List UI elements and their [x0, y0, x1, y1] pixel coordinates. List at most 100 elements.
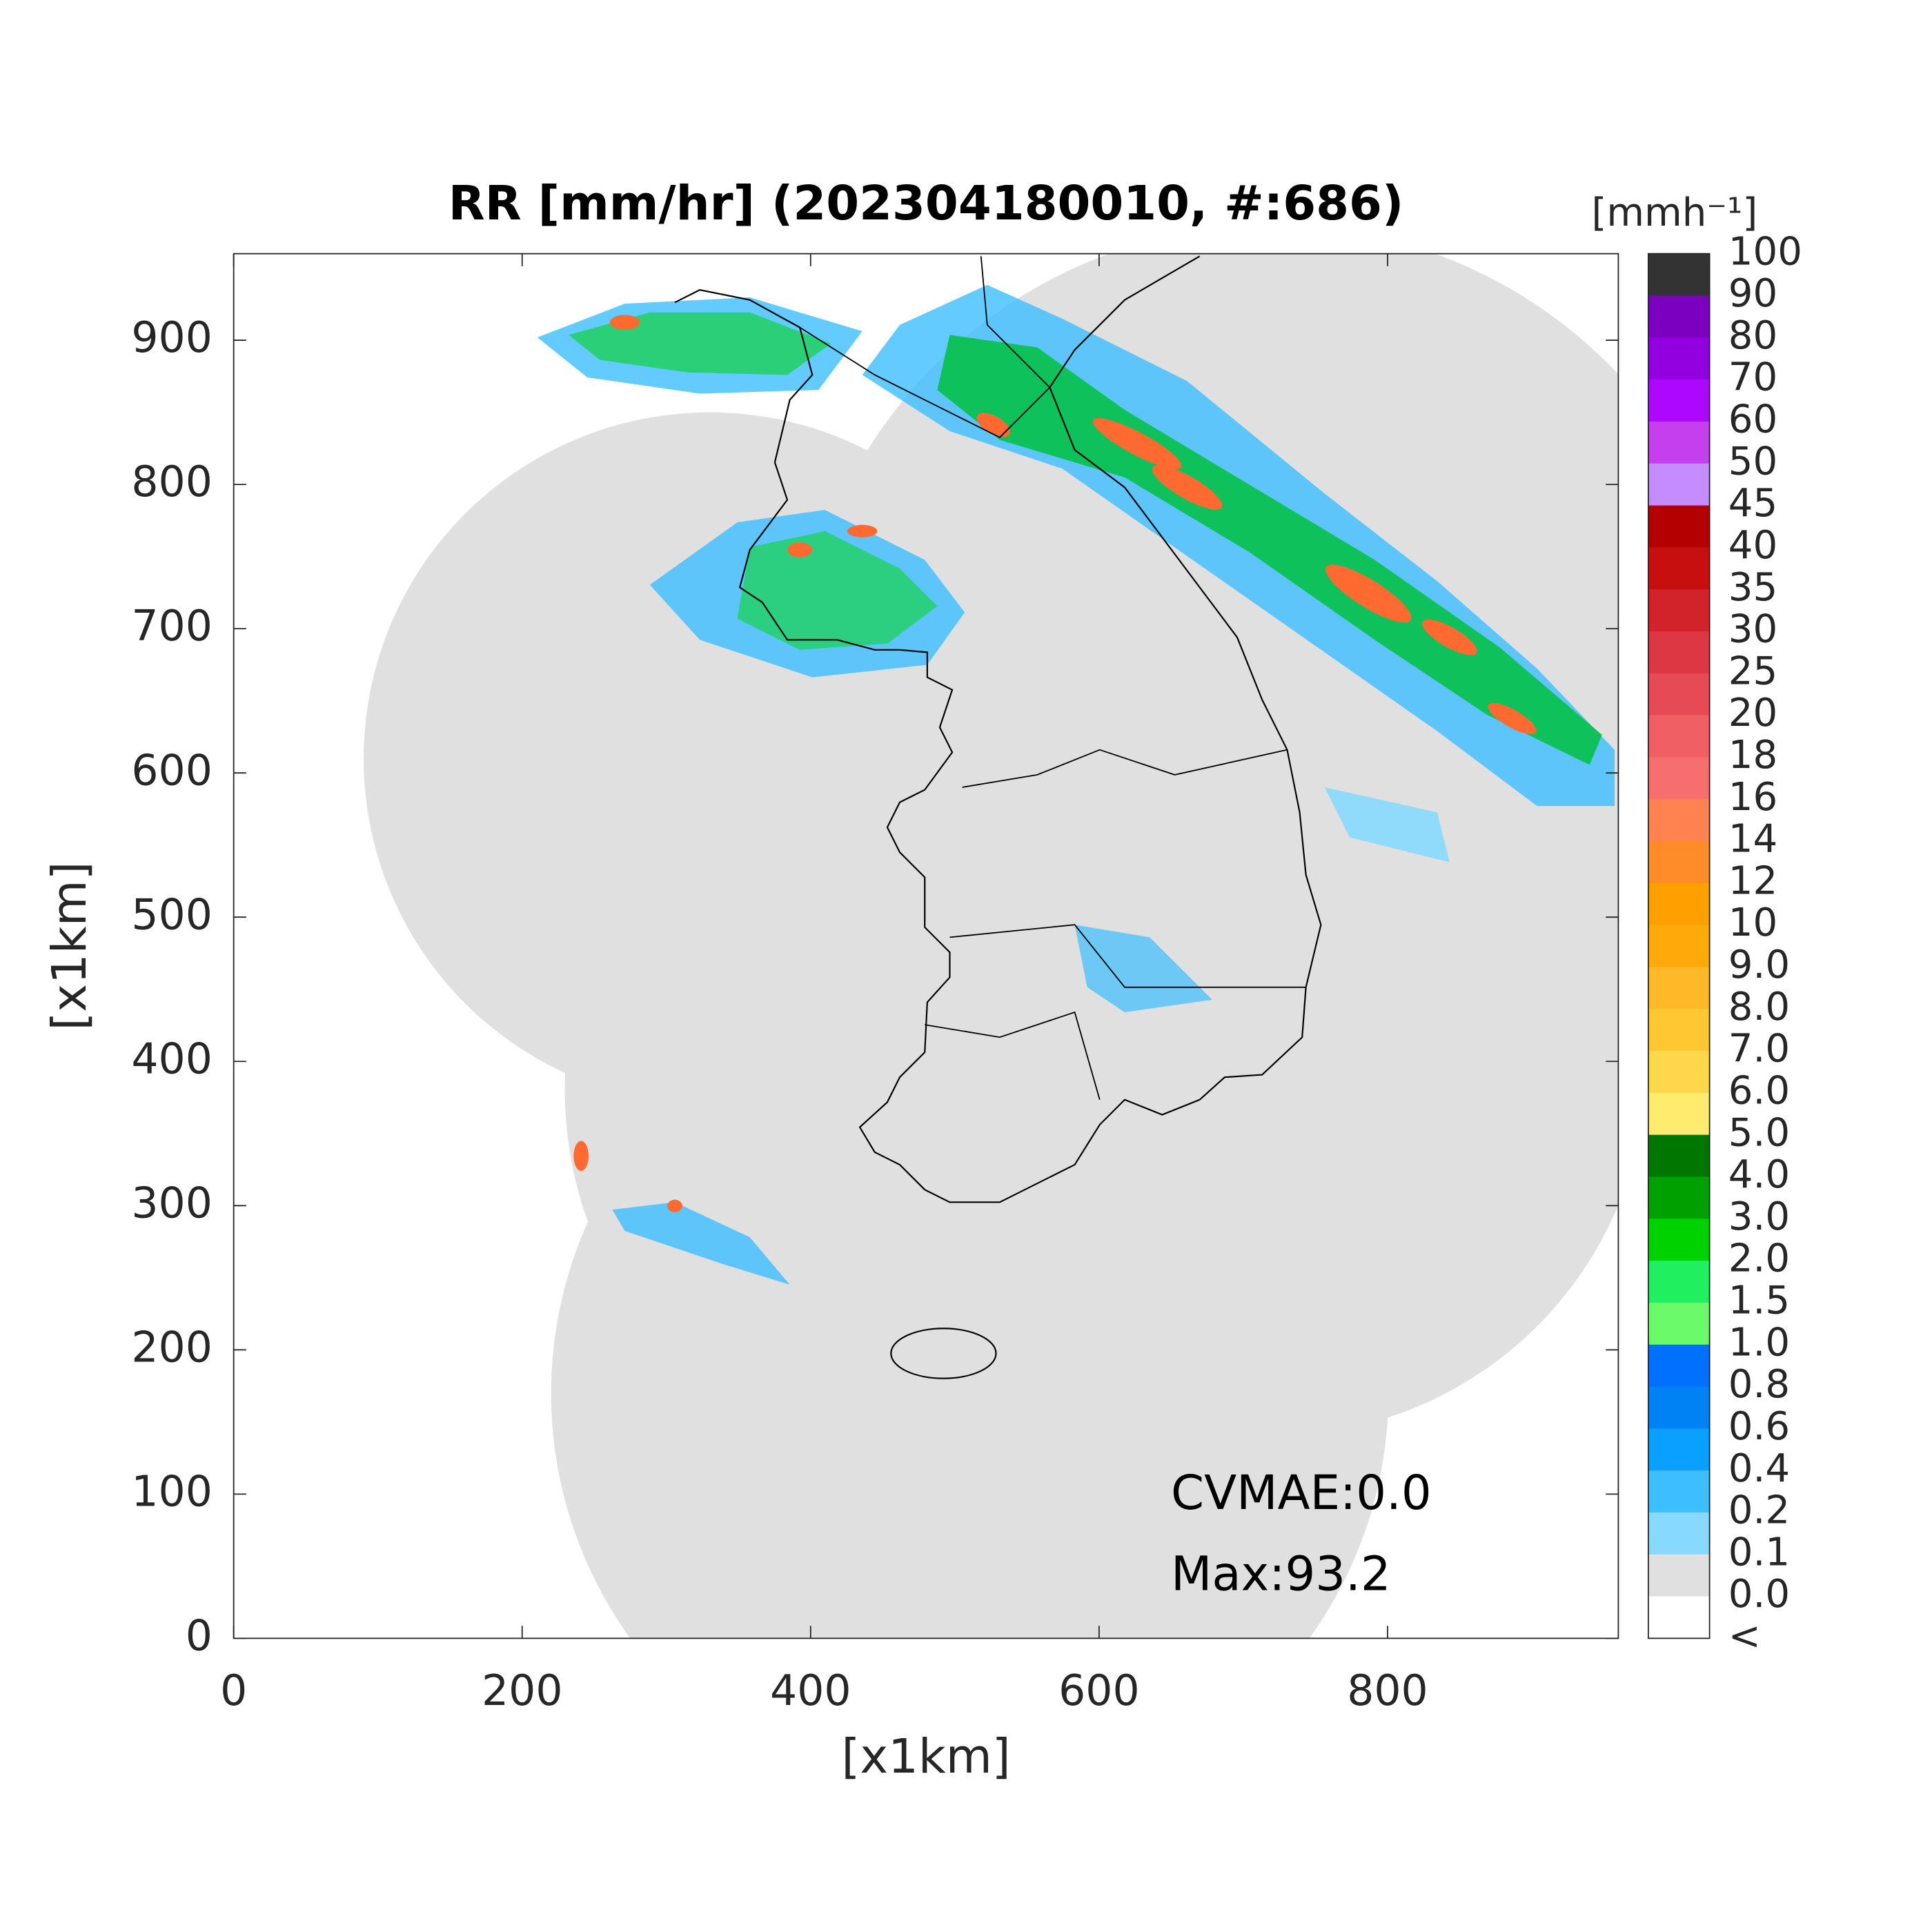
colorbar-label: 7.0: [1728, 1027, 1790, 1072]
x-tick-label: 600: [1058, 1666, 1140, 1715]
x-tick-label: 400: [770, 1666, 851, 1715]
colorbar-label: 2.0: [1728, 1236, 1790, 1281]
jeju-island: [890, 1328, 997, 1379]
colorbar-cell: [1648, 631, 1710, 674]
precip-heavy: [1422, 619, 1477, 656]
colorbar-label: 100: [1728, 229, 1802, 274]
radar-coverage: [897, 686, 1619, 1436]
colorbar-label: 60: [1728, 397, 1777, 442]
y-tick-label: 900: [131, 313, 213, 362]
colorbar-cell: [1648, 1470, 1710, 1513]
y-tick-label: 700: [131, 601, 213, 651]
colorbar-label: 1.5: [1728, 1279, 1790, 1323]
colorbar-label: 90: [1728, 271, 1777, 316]
border: [799, 256, 1051, 438]
colorbar-title: [mmh⁻¹]: [1591, 190, 1757, 235]
colorbar-label: 70: [1728, 355, 1777, 400]
colorbar-cell: [1648, 1176, 1710, 1219]
x-tick-label: 800: [1347, 1666, 1428, 1715]
colorbar-cell: [1648, 1596, 1710, 1639]
colorbar-label: 30: [1728, 607, 1777, 652]
y-tick-label: 200: [131, 1322, 213, 1372]
colorbar-cell: [1648, 253, 1710, 297]
colorbar-cell: [1648, 1344, 1710, 1388]
colorbar-label: 14: [1728, 817, 1777, 862]
colorbar-cell: [1648, 337, 1710, 380]
y-tick-label: 500: [131, 889, 213, 939]
colorbar-cell: [1648, 1512, 1710, 1555]
colorbar-cell: [1648, 799, 1710, 842]
colorbar-frame: [1647, 253, 1711, 1639]
colorbar-cell: [1648, 589, 1710, 632]
colorbar-cell: [1648, 1428, 1710, 1471]
border: [962, 749, 1288, 788]
max-annotation: Max:93.2: [1171, 1547, 1391, 1602]
colorbar-label: 0.1: [1728, 1530, 1790, 1575]
colorbar-label: 80: [1728, 313, 1777, 358]
colorbar-label: 18: [1728, 733, 1777, 778]
precip-light: [1074, 925, 1212, 1013]
colorbar-label: 5.0: [1728, 1110, 1790, 1155]
colorbar-label: 3.0: [1728, 1194, 1790, 1239]
colorbar-label: <: [1728, 1614, 1761, 1659]
colorbar-label: 12: [1728, 858, 1777, 903]
precip-moderate: [737, 531, 938, 650]
colorbar-label: 40: [1728, 523, 1777, 568]
colorbar-label: 8.0: [1728, 985, 1790, 1029]
border: [925, 1011, 1101, 1101]
y-tick-label: 600: [131, 745, 213, 795]
colorbar-label: 0.4: [1728, 1446, 1790, 1491]
y-tick-label: 100: [131, 1466, 213, 1516]
colorbar-cell: [1648, 1302, 1710, 1346]
colorbar-label: 0.0: [1728, 1572, 1790, 1617]
precip-light: [612, 1202, 790, 1285]
cvmae-annotation: CVMAE:0.0: [1171, 1466, 1432, 1521]
colorbar-cell: [1648, 1009, 1710, 1052]
y-tick-label: 800: [131, 457, 213, 506]
radar-map: [364, 253, 1619, 1639]
colorbar-label: 1.0: [1728, 1320, 1790, 1365]
colorbar-cell: [1648, 295, 1710, 338]
colorbar-cell: [1648, 673, 1710, 716]
colorbar-cell: [1648, 547, 1710, 590]
precip-heavy: [573, 1141, 589, 1172]
colorbar-cell: [1648, 1261, 1710, 1303]
colorbar-label: 0.6: [1728, 1404, 1790, 1449]
colorbar-label: 50: [1728, 439, 1777, 484]
colorbar-label: 4.0: [1728, 1152, 1790, 1197]
border: [949, 924, 1306, 988]
colorbar-cell: [1648, 1554, 1710, 1597]
precip-heavy: [976, 413, 1011, 437]
precip-heavy: [609, 315, 640, 331]
colorbar-label: 10: [1728, 900, 1777, 945]
plot-frame: [233, 253, 1619, 1639]
precip-heavy: [847, 524, 878, 538]
coastline: [674, 255, 1322, 1203]
colorbar-label: 16: [1728, 775, 1777, 820]
x-tick-label: 200: [482, 1666, 563, 1715]
colorbar-cell: [1648, 505, 1710, 548]
y-axis-label: [x1km]: [42, 861, 97, 1030]
x-axis-label: [x1km]: [842, 1729, 1011, 1784]
precip-heavy: [1092, 418, 1182, 469]
precip-heavy: [667, 1199, 682, 1212]
colorbar-cell: [1648, 967, 1710, 1009]
y-tick-label: 300: [131, 1178, 213, 1228]
precip-heavy: [787, 542, 813, 558]
colorbar-cell: [1648, 1134, 1710, 1178]
colorbar-label: 45: [1728, 481, 1777, 526]
y-tick-label: 400: [131, 1034, 213, 1083]
colorbar-cell: [1648, 883, 1710, 926]
colorbar-cell: [1648, 715, 1710, 758]
precip-heavy: [1325, 564, 1412, 623]
colorbar-cell: [1648, 1386, 1710, 1429]
colorbar-label: 0.2: [1728, 1488, 1790, 1533]
x-tick-label: 0: [220, 1666, 247, 1715]
colorbar-cell: [1648, 1051, 1710, 1094]
colorbar-cell: [1648, 1092, 1710, 1136]
colorbar-label: 35: [1728, 565, 1777, 610]
colorbar-cell: [1648, 421, 1710, 464]
precip-moderate: [937, 335, 1602, 765]
colorbar-cell: [1648, 463, 1710, 506]
